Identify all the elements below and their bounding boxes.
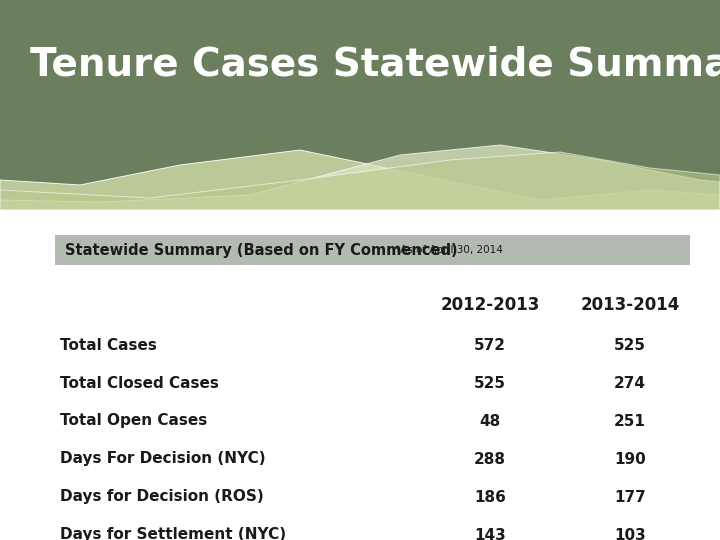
Text: Total Open Cases: Total Open Cases [60,414,207,429]
Text: 2012-2013: 2012-2013 [441,296,540,314]
Text: 177: 177 [614,489,646,504]
Text: Statewide Summary (Based on FY Commenced): Statewide Summary (Based on FY Commenced… [65,242,458,258]
Text: 48: 48 [480,414,500,429]
Text: 190: 190 [614,451,646,467]
Text: 525: 525 [474,375,506,390]
Text: 2013-2014: 2013-2014 [580,296,680,314]
Polygon shape [0,145,720,210]
Text: 274: 274 [614,375,646,390]
Text: Total Cases: Total Cases [60,338,157,353]
Text: 143: 143 [474,528,506,540]
Text: 572: 572 [474,338,506,353]
Polygon shape [0,150,720,210]
Text: 251: 251 [614,414,646,429]
Text: Tenure Cases Statewide Summary: Tenure Cases Statewide Summary [30,46,720,84]
Text: 288: 288 [474,451,506,467]
Polygon shape [0,152,720,210]
Text: Days for Decision (ROS): Days for Decision (ROS) [60,489,264,504]
Text: 525: 525 [614,338,646,353]
Text: 103: 103 [614,528,646,540]
Bar [0,0,720,210]
Bar [55,235,690,265]
Text: *As of April 30, 2014: *As of April 30, 2014 [395,245,503,255]
Text: Days for Settlement (NYC): Days for Settlement (NYC) [60,528,286,540]
Text: Total Closed Cases: Total Closed Cases [60,375,219,390]
Text: Days For Decision (NYC): Days For Decision (NYC) [60,451,266,467]
Text: 186: 186 [474,489,506,504]
